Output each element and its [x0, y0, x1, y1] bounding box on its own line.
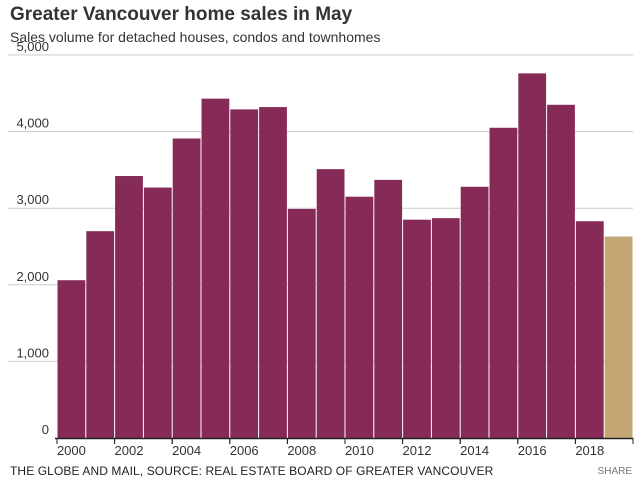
bar-2014 [460, 186, 489, 438]
x-tick-label: 2002 [115, 443, 144, 458]
y-tick-label: 2,000 [16, 269, 49, 284]
bar-2013 [431, 218, 460, 438]
chart-title: Greater Vancouver home sales in May [10, 4, 353, 25]
bar-2003 [143, 187, 172, 438]
bar-2018 [575, 221, 604, 438]
x-axis: 2000 2002 2004 2006 2008 2010 2012 2014 2016 2018 [55, 437, 634, 458]
bar-2012 [403, 219, 431, 438]
bar-2000 [57, 280, 86, 438]
chart-subtitle: Sales volume for detached houses, condos… [10, 29, 381, 45]
y-tick-label: 1,000 [16, 345, 49, 360]
bar-2004 [172, 138, 201, 438]
y-tick-label: 0 [42, 422, 49, 437]
x-tick-label: 2008 [287, 443, 316, 458]
x-tick-label: 2006 [230, 443, 259, 458]
y-tick-label: 3,000 [16, 192, 49, 207]
bar-2009 [316, 169, 345, 438]
bar-2005 [201, 98, 230, 439]
x-tick-label: 2000 [57, 443, 86, 458]
x-tick-label: 2014 [460, 443, 489, 458]
bars [57, 73, 633, 439]
bar-2016 [518, 73, 547, 438]
bar-2015 [489, 127, 518, 439]
x-tick-label: 2004 [172, 443, 201, 458]
bar-2008 [287, 208, 316, 438]
share-button[interactable]: SHARE [597, 466, 632, 477]
bar-2017 [547, 104, 575, 438]
bar-2010 [345, 196, 374, 438]
x-tick-label: 2012 [403, 443, 432, 458]
bar-2011 [374, 179, 403, 438]
x-tick-label: 2016 [518, 443, 547, 458]
bar-2007 [259, 107, 287, 438]
bar-2001 [86, 231, 115, 438]
bar-2002 [115, 176, 143, 438]
x-tick-label: 2018 [575, 443, 604, 458]
bar-2006 [230, 109, 259, 439]
y-tick-label: 4,000 [16, 116, 49, 131]
bar-2019 [604, 236, 633, 438]
y-tick-label: 5,000 [16, 39, 49, 54]
source-note: THE GLOBE AND MAIL, SOURCE: REAL ESTATE … [10, 464, 494, 478]
x-tick-label: 2010 [345, 443, 374, 458]
y-axis-tick-labels: 0 1,000 2,000 3,000 4,000 5,000 [16, 39, 49, 437]
